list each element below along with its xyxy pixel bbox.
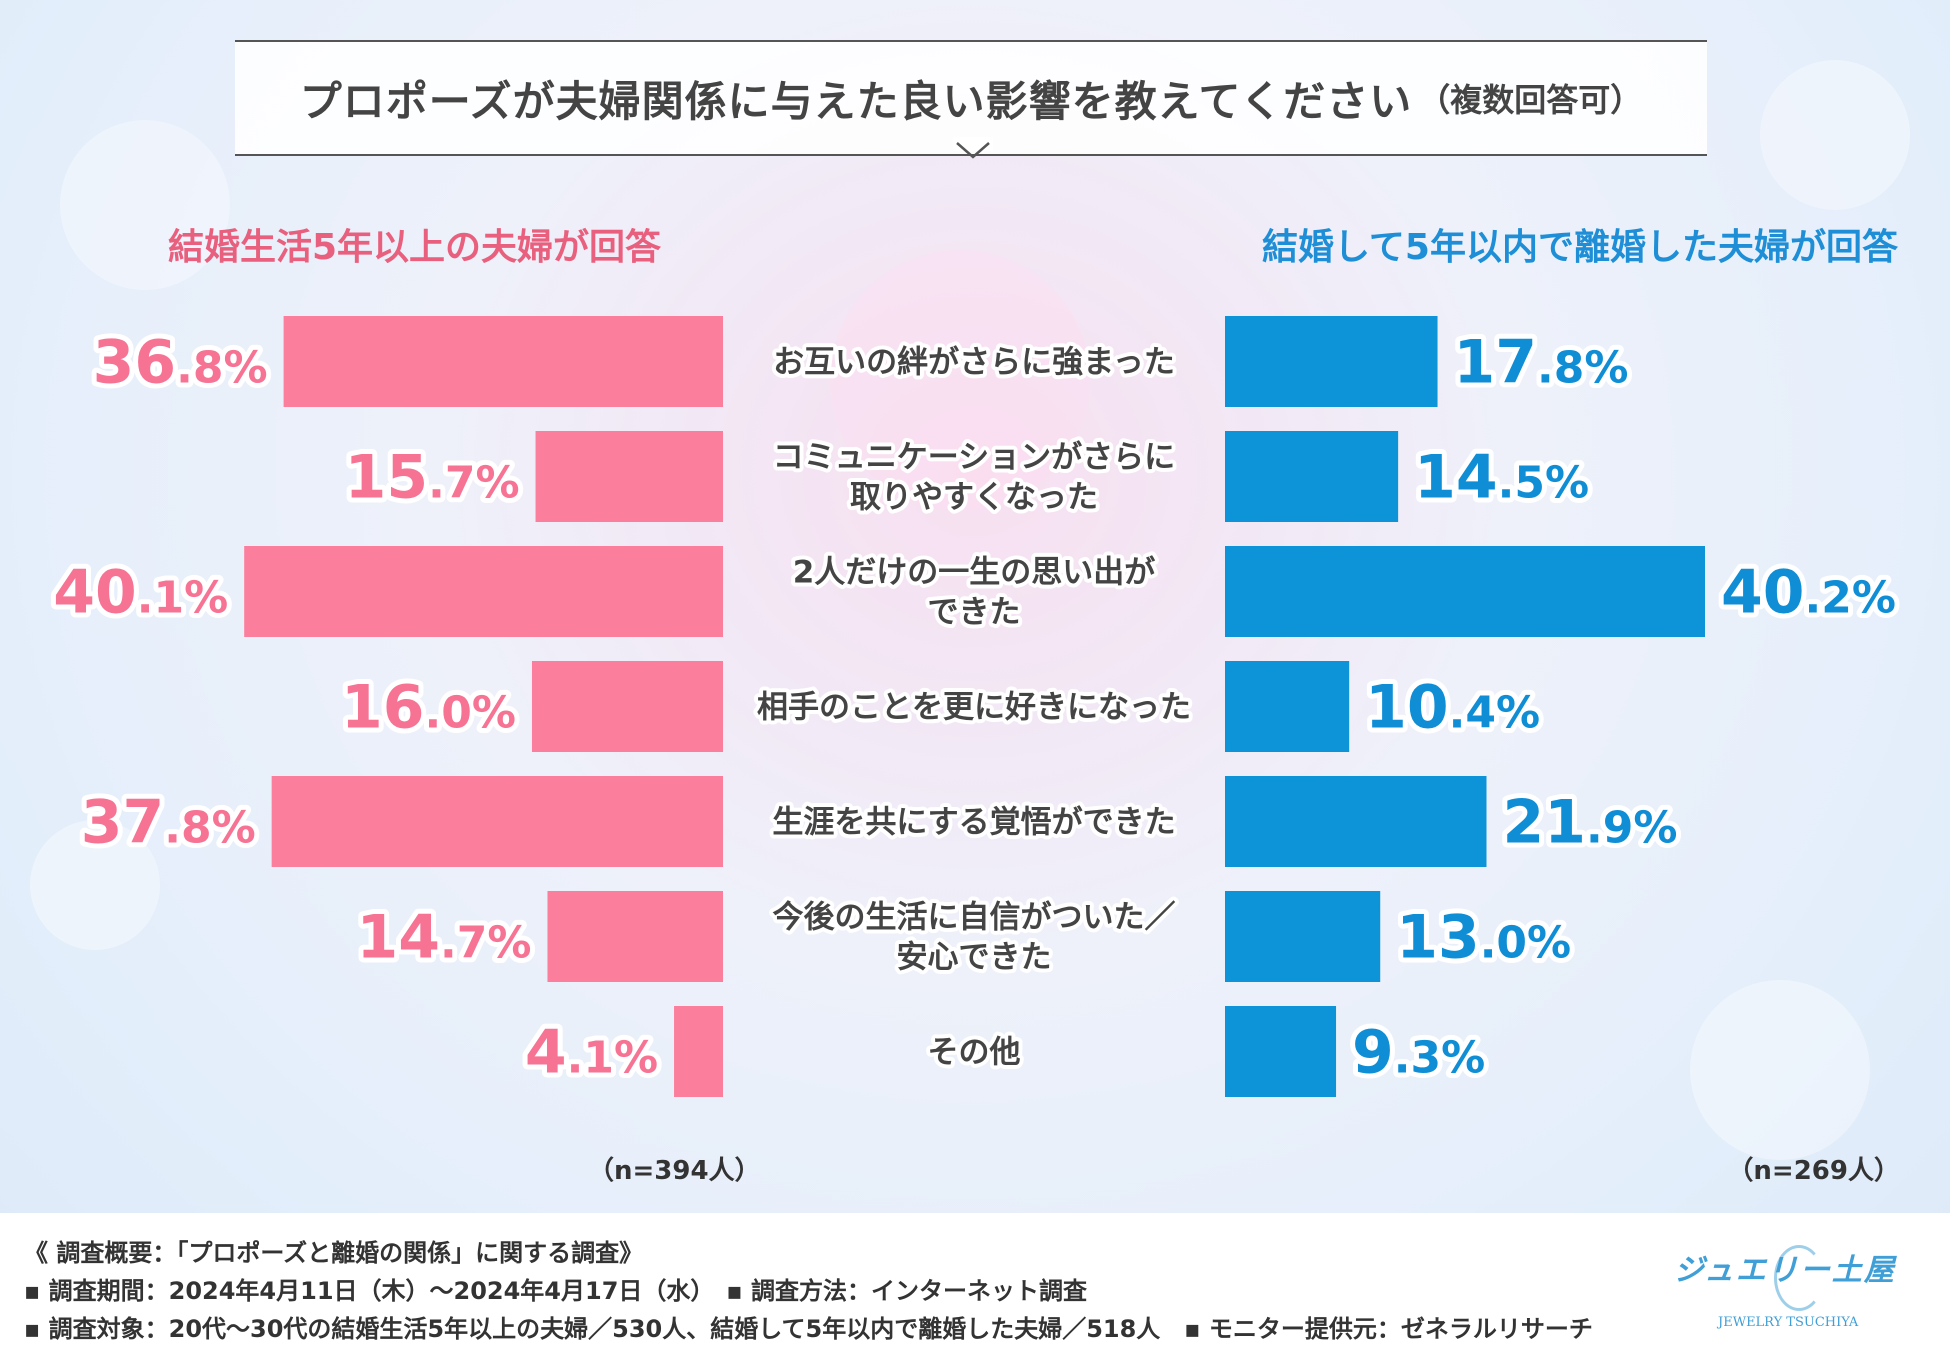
right-bar <box>1225 776 1487 867</box>
category-label: 相手のことを更に好きになった <box>757 690 1191 726</box>
category-label: 2人だけの一生の思い出が <box>793 555 1156 591</box>
brand-logo: ジュエリー土屋 JEWELRY TSUCHIYA <box>1674 1237 1924 1337</box>
chart-title: プロポーズが夫婦関係に与えた良い影響を教えてください <box>299 76 1413 126</box>
left-value-label: 14.7% <box>357 903 532 973</box>
category-label: その他 <box>928 1035 1021 1071</box>
category-label: 安心できた <box>897 940 1052 976</box>
left-group-heading: 結婚生活5年以上の夫婦が回答 <box>168 227 662 268</box>
survey-overview: 《 調査概要：「プロポーズと離婚の関係」に関する調査》 <box>24 1239 644 1267</box>
right-value-label: 9.3% <box>1352 1018 1485 1088</box>
left-bar <box>283 316 723 407</box>
right-value-label: 14.5% <box>1414 443 1589 513</box>
right-bar <box>1225 661 1350 752</box>
brand-logo-name: ジュエリー土屋 <box>1674 1253 1896 1288</box>
survey-period-method: ▪ 調査期間：2024年4月11日（木）〜2024年4月17日（水） ▪ 調査方… <box>24 1277 1088 1305</box>
left-bar <box>271 776 723 867</box>
survey-target-provider: ▪ 調査対象：20代〜30代の結婚生活5年以上の夫婦／530人、結婚して5年以内… <box>24 1315 1593 1343</box>
right-value-label: 21.9% <box>1502 788 1677 858</box>
left-value-label: 37.8% <box>81 788 256 858</box>
chevron-down-icon <box>953 137 993 159</box>
bokeh-circle <box>60 120 230 290</box>
category-label: 取りやすくなった <box>850 480 1098 516</box>
category-label: 生涯を共にする覚悟ができた <box>772 805 1175 841</box>
left-bar <box>674 1006 723 1097</box>
bokeh-circle <box>1760 60 1910 210</box>
right-bar <box>1225 431 1399 522</box>
category-label: お互いの絆がさらに強まった <box>773 345 1175 381</box>
right-value-label: 40.2% <box>1721 558 1896 628</box>
right-bar <box>1225 1006 1337 1097</box>
left-value-label: 4.1% <box>525 1018 658 1088</box>
right-group-heading: 結婚して5年以内で離婚した夫婦が回答 <box>1262 227 1898 268</box>
category-label: コミュニケーションがさらに <box>773 440 1175 476</box>
left-bar <box>244 546 723 637</box>
left-value-label: 40.1% <box>53 558 228 628</box>
bokeh-circle <box>1690 980 1870 1160</box>
bokeh-circle <box>30 820 160 950</box>
right-bar <box>1225 316 1438 407</box>
right-sample-size: （n=269人） <box>1727 1156 1900 1186</box>
butterfly-bar-chart: 36.8% 17.8% お互いの絆がさらに強まった 15.7% 14.5% コミュニケーシ… <box>53 316 1896 1097</box>
left-bar <box>531 661 723 752</box>
right-bar <box>1225 546 1705 637</box>
right-value-label: 13.0% <box>1396 903 1571 973</box>
bokeh-circle <box>830 250 1090 510</box>
left-value-label: 16.0% <box>341 673 516 743</box>
left-value-label: 36.8% <box>93 328 268 398</box>
chart-title-note: （複数回答可） <box>1418 81 1643 119</box>
right-value-label: 17.8% <box>1454 328 1629 398</box>
left-sample-size: （n=394人） <box>588 1156 761 1186</box>
right-value-label: 10.4% <box>1365 673 1540 743</box>
right-bar <box>1225 891 1381 982</box>
title-box: プロポーズが夫婦関係に与えた良い影響を教えてください （複数回答可） <box>235 40 1707 156</box>
left-bar <box>547 891 723 982</box>
category-label: 今後の生活に自信がついた／ <box>773 900 1176 936</box>
survey-footer: 《 調査概要：「プロポーズと離婚の関係」に関する調査》 ▪ 調査期間：2024年… <box>0 1213 1950 1350</box>
left-bar <box>535 431 723 522</box>
category-label: できた <box>928 595 1021 631</box>
brand-logo-sub: JEWELRY TSUCHIYA <box>1718 1315 1859 1330</box>
left-value-label: 15.7% <box>345 443 520 513</box>
logo-ring-icon <box>1774 1245 1824 1311</box>
